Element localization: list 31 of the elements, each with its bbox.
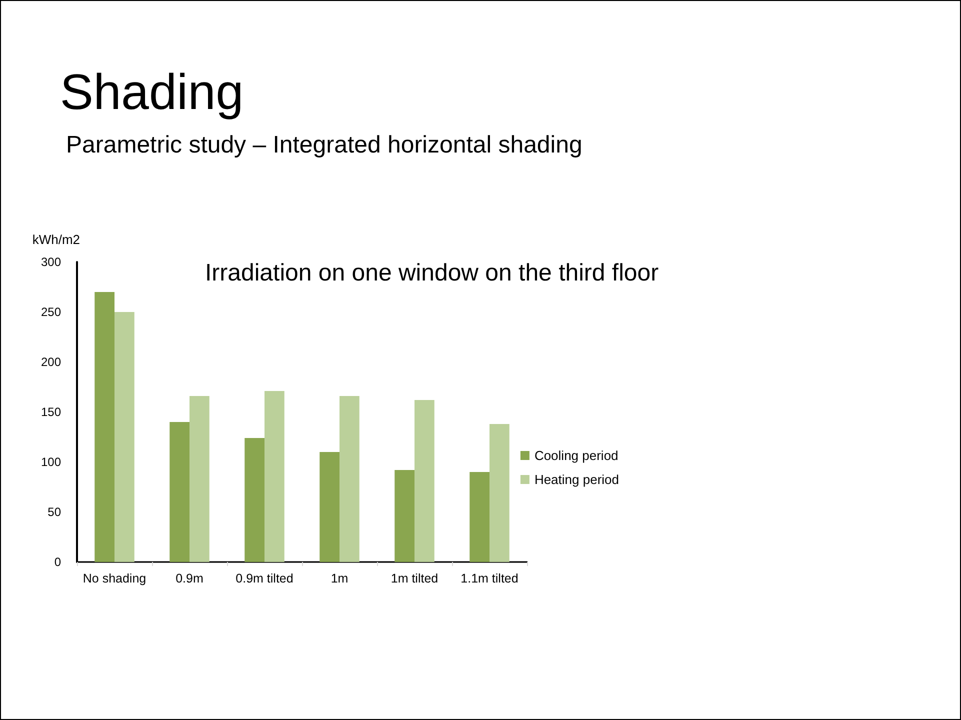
y-tick-label: 250 (40, 305, 62, 319)
bar (470, 472, 490, 562)
bar (244, 438, 264, 562)
bar (394, 470, 414, 562)
y-axis-title: kWh/m2 (32, 232, 80, 247)
x-tick-label: 0.9m tilted (236, 572, 294, 586)
bar (264, 391, 284, 562)
x-tick-label: 0.9m (176, 572, 204, 586)
bar (414, 400, 434, 562)
bar (320, 452, 340, 562)
bar (170, 422, 190, 562)
x-tick-label: 1m tilted (390, 572, 438, 586)
annotation: Irradiation on one window on the third floor (205, 260, 659, 286)
y-tick-label: 0 (54, 555, 62, 569)
y-tick-label: 200 (40, 355, 62, 369)
chart-subtitle: Parametric study – Integrated horizontal shading (66, 132, 582, 158)
bar (190, 396, 210, 562)
y-tick-label: 100 (40, 455, 62, 469)
bar (94, 292, 114, 562)
bar (114, 312, 134, 562)
x-tick-label: 1m (330, 572, 348, 586)
y-tick-label: 300 (40, 255, 62, 269)
y-tick-label: 50 (48, 505, 62, 519)
bar (490, 424, 510, 562)
y-tick-label: 150 (40, 405, 62, 419)
x-tick-label: No shading (82, 572, 146, 586)
chart-title: Shading (60, 64, 244, 120)
x-tick-label: 1.1m tilted (460, 572, 518, 586)
bar (340, 396, 360, 562)
legend-label: Cooling period (534, 448, 618, 463)
legend-label: Heating period (534, 472, 620, 487)
